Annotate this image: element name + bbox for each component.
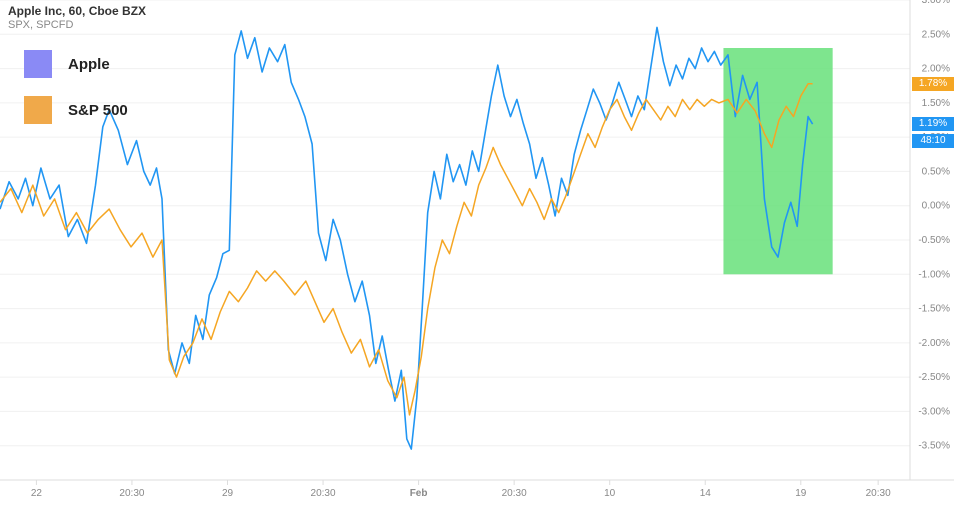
legend-label: Apple: [68, 56, 110, 73]
svg-text:20:30: 20:30: [311, 488, 336, 499]
chart-header: Apple Inc, 60, Cboe BZX SPX, SPCFD: [8, 4, 146, 31]
svg-text:0.00%: 0.00%: [922, 201, 950, 212]
svg-text:3.00%: 3.00%: [922, 0, 950, 6]
svg-text:20:30: 20:30: [119, 488, 144, 499]
legend-label: S&P 500: [68, 102, 128, 119]
legend: Apple S&P 500: [24, 50, 128, 142]
svg-text:Feb: Feb: [410, 488, 428, 499]
legend-swatch: [24, 50, 52, 78]
svg-text:22: 22: [31, 488, 43, 499]
svg-text:14: 14: [700, 488, 712, 499]
svg-text:10: 10: [604, 488, 616, 499]
svg-text:2.50%: 2.50%: [922, 29, 950, 40]
price-tag: 1.78%: [912, 77, 954, 91]
svg-text:0.50%: 0.50%: [922, 166, 950, 177]
svg-text:29: 29: [222, 488, 234, 499]
price-chart[interactable]: 3.00%2.50%2.00%1.50%1.00%0.50%0.00%-0.50…: [0, 0, 954, 512]
svg-text:1.50%: 1.50%: [922, 98, 950, 109]
chart-subtitle: SPX, SPCFD: [8, 19, 146, 31]
legend-item-sp500: S&P 500: [24, 96, 128, 124]
svg-text:-0.50%: -0.50%: [918, 235, 950, 246]
svg-text:-3.50%: -3.50%: [918, 441, 950, 452]
legend-swatch: [24, 96, 52, 124]
svg-text:-2.50%: -2.50%: [918, 372, 950, 383]
svg-text:-3.00%: -3.00%: [918, 406, 950, 417]
price-tag: 48:10: [912, 134, 954, 148]
svg-text:19: 19: [795, 488, 807, 499]
chart-title: Apple Inc, 60, Cboe BZX: [8, 4, 146, 18]
svg-text:20:30: 20:30: [502, 488, 527, 499]
svg-text:-1.50%: -1.50%: [918, 304, 950, 315]
svg-text:20:30: 20:30: [866, 488, 891, 499]
svg-text:2.00%: 2.00%: [922, 64, 950, 75]
svg-text:-2.00%: -2.00%: [918, 338, 950, 349]
legend-item-apple: Apple: [24, 50, 128, 78]
price-tag: 1.19%: [912, 117, 954, 131]
svg-text:-1.00%: -1.00%: [918, 269, 950, 280]
